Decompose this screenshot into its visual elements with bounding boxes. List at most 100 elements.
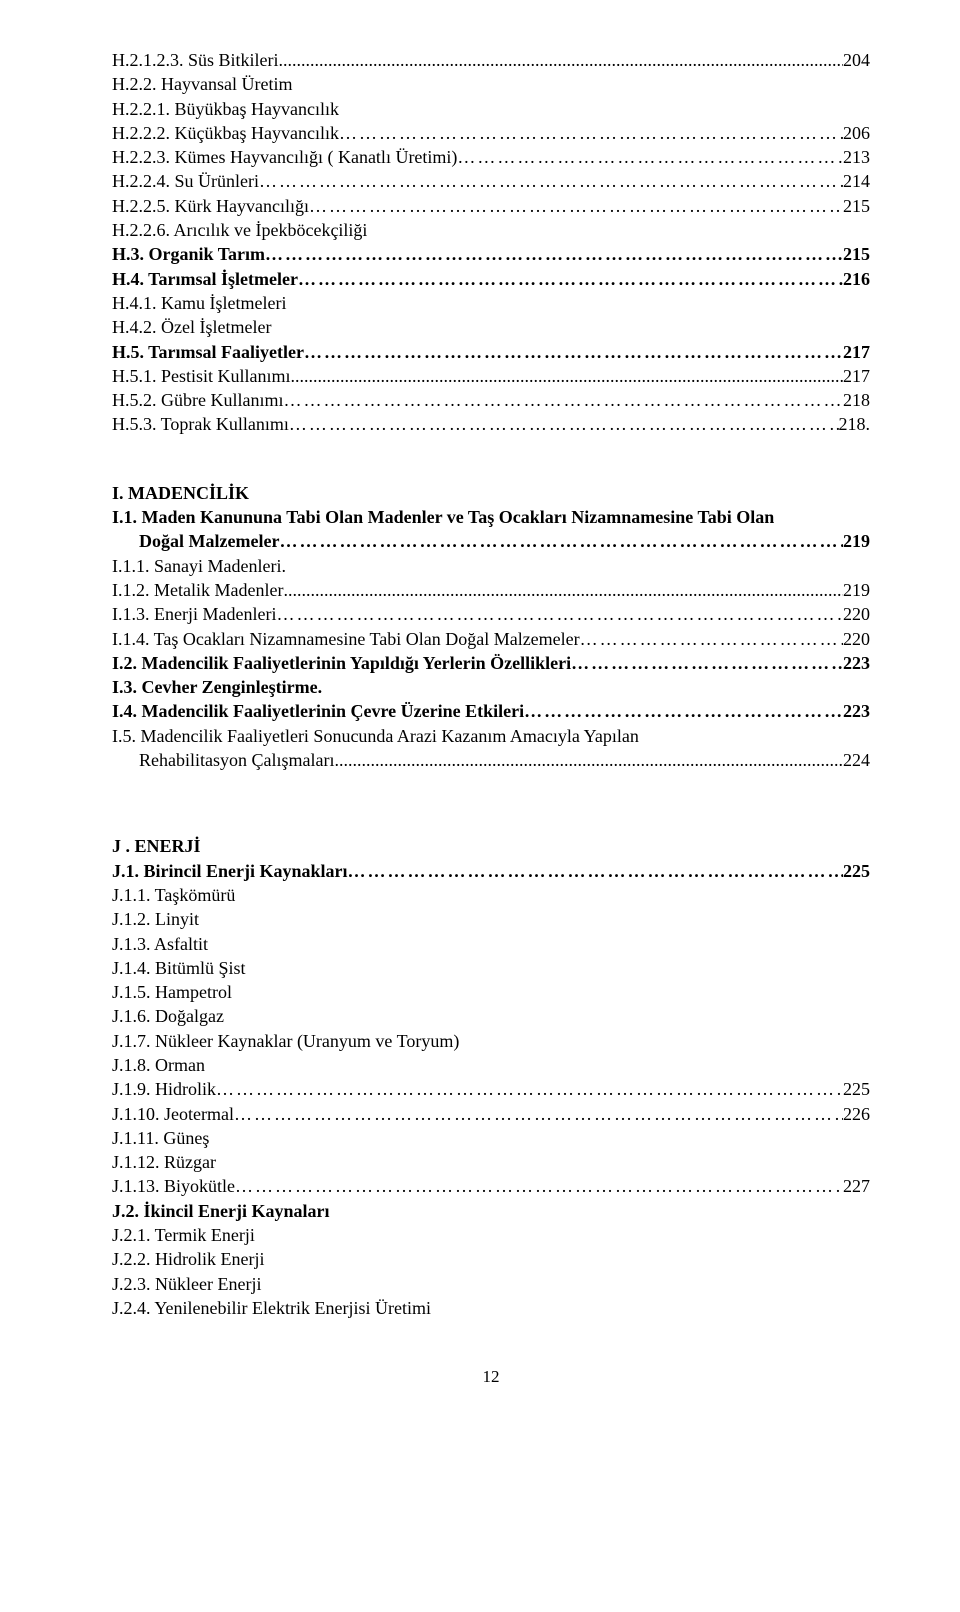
toc-label: H.5.3. Toprak Kullanımı bbox=[112, 412, 289, 436]
toc-leader bbox=[298, 267, 843, 291]
toc-label: H.5. Tarımsal Faaliyetler bbox=[112, 340, 304, 364]
toc-leader bbox=[279, 529, 843, 553]
toc-entry: I. MADENCİLİK bbox=[112, 481, 870, 505]
toc-leader bbox=[348, 859, 843, 883]
toc-label: J.1.10. Jeotermal bbox=[112, 1102, 234, 1126]
toc-body: H.2.1.2.3. Süs Bitkileri 204H.2.2. Hayvan… bbox=[112, 48, 870, 1320]
toc-leader bbox=[334, 748, 843, 772]
toc-page: 223 bbox=[843, 699, 870, 723]
toc-leader bbox=[580, 627, 843, 651]
toc-leader bbox=[276, 602, 843, 626]
toc-entry: J.1.7. Nükleer Kaynaklar (Uranyum ve Tor… bbox=[112, 1029, 870, 1053]
toc-leader bbox=[235, 1174, 843, 1198]
toc-label: I.2. Madencilik Faaliyetlerinin Yapıldığ… bbox=[112, 651, 571, 675]
toc-page: 217 bbox=[843, 340, 870, 364]
toc-leader bbox=[289, 412, 839, 436]
toc-entry: J.2. İkincil Enerji Kaynaları bbox=[112, 1199, 870, 1223]
toc-entry: I.1.4. Taş Ocakları Nizamnamesine Tabi O… bbox=[112, 627, 870, 651]
toc-page: 224 bbox=[843, 748, 870, 772]
toc-leader bbox=[309, 194, 843, 218]
toc-entry: H.2.2.3. Kümes Hayvancılığı ( Kanatlı Ür… bbox=[112, 145, 870, 169]
toc-entry: H.2.2.1. Büyükbaş Hayvancılık bbox=[112, 97, 870, 121]
toc-leader bbox=[265, 242, 843, 266]
toc-entry: J.2.3. Nükleer Enerji bbox=[112, 1272, 870, 1296]
toc-page: 225 bbox=[843, 859, 870, 883]
toc-entry: Rehabilitasyon Çalışmaları 224 bbox=[112, 748, 870, 772]
toc-page: 223 bbox=[843, 651, 870, 675]
toc-label: H.2.2.2. Küçükbaş Hayvancılık bbox=[112, 121, 339, 145]
toc-entry: H.5. Tarımsal Faaliyetler 217 bbox=[112, 340, 870, 364]
toc-entry: H.2.2.2. Küçükbaş Hayvancılık 206 bbox=[112, 121, 870, 145]
toc-label: H.2.2.5. Kürk Hayvancılığı bbox=[112, 194, 309, 218]
toc-leader bbox=[291, 364, 843, 388]
toc-page: 218 bbox=[843, 388, 870, 412]
section-gap bbox=[112, 772, 870, 834]
toc-entry: J.1.13. Biyokütle 227 bbox=[112, 1174, 870, 1198]
toc-entry: J.2.4. Yenilenebilir Elektrik Enerjisi Ü… bbox=[112, 1296, 870, 1320]
toc-page: 225 bbox=[843, 1077, 870, 1101]
toc-entry: J.1.9. Hidrolik225 bbox=[112, 1077, 870, 1101]
toc-entry: H.5.2. Gübre Kullanımı 218 bbox=[112, 388, 870, 412]
toc-page: 227 bbox=[843, 1174, 870, 1198]
toc-page: 215 bbox=[843, 242, 870, 266]
toc-leader bbox=[457, 145, 843, 169]
toc-leader bbox=[339, 121, 843, 145]
toc-page: 204 bbox=[843, 48, 870, 72]
toc-leader bbox=[216, 1077, 843, 1101]
toc-label: I.1.3. Enerji Madenleri bbox=[112, 602, 276, 626]
toc-entry: J.1.5. Hampetrol bbox=[112, 980, 870, 1004]
toc-entry: H.5.3. Toprak Kullanımı 218. bbox=[112, 412, 870, 436]
toc-page: 219 bbox=[843, 529, 870, 553]
toc-entry: J.2.2. Hidrolik Enerji bbox=[112, 1247, 870, 1271]
toc-label: Doğal Malzemeler bbox=[112, 529, 279, 553]
toc-label: I.1.4. Taş Ocakları Nizamnamesine Tabi O… bbox=[112, 627, 580, 651]
toc-entry: I.1. Maden Kanununa Tabi Olan Madenler v… bbox=[112, 505, 870, 529]
toc-entry: H.2.1.2.3. Süs Bitkileri 204 bbox=[112, 48, 870, 72]
toc-page: 216 bbox=[843, 267, 870, 291]
toc-label: H.5.1. Pestisit Kullanımı bbox=[112, 364, 291, 388]
toc-label: H.4. Tarımsal İşletmeler bbox=[112, 267, 298, 291]
toc-page: 206 bbox=[843, 121, 870, 145]
toc-entry: J.1. Birincil Enerji Kaynakları 225 bbox=[112, 859, 870, 883]
toc-entry: J . ENERJİ bbox=[112, 834, 870, 858]
toc-label: H.5.2. Gübre Kullanımı bbox=[112, 388, 283, 412]
toc-entry: Doğal Malzemeler 219 bbox=[112, 529, 870, 553]
toc-entry: H.2.2. Hayvansal Üretim bbox=[112, 72, 870, 96]
toc-label: J.1. Birincil Enerji Kaynakları bbox=[112, 859, 348, 883]
toc-entry: J.1.1. Taşkömürü bbox=[112, 883, 870, 907]
toc-page: 217 bbox=[843, 364, 870, 388]
toc-leader bbox=[283, 578, 843, 602]
toc-page: 213 bbox=[843, 145, 870, 169]
toc-leader bbox=[304, 340, 843, 364]
toc-page: 220 bbox=[843, 602, 870, 626]
toc-page: 226 bbox=[843, 1102, 870, 1126]
toc-entry: J.1.2. Linyit bbox=[112, 907, 870, 931]
toc-entry: H.2.2.4. Su Ürünleri214 bbox=[112, 169, 870, 193]
toc-entry: I.1.2. Metalik Madenler219 bbox=[112, 578, 870, 602]
toc-entry: J.1.11. Güneş bbox=[112, 1126, 870, 1150]
toc-label: J.1.13. Biyokütle bbox=[112, 1174, 235, 1198]
page-footer: 12 bbox=[112, 1366, 870, 1389]
toc-entry: H.2.2.6. Arıcılık ve İpekböcekçiliği bbox=[112, 218, 870, 242]
toc-entry: I.1.3. Enerji Madenleri 220 bbox=[112, 602, 870, 626]
toc-entry: H.3. Organik Tarım215 bbox=[112, 242, 870, 266]
toc-leader bbox=[524, 699, 843, 723]
toc-entry: J.1.8. Orman bbox=[112, 1053, 870, 1077]
toc-entry: J.1.3. Asfaltit bbox=[112, 932, 870, 956]
toc-leader bbox=[279, 48, 843, 72]
toc-entry: H.4.2. Özel İşletmeler bbox=[112, 315, 870, 339]
toc-page: 215 bbox=[843, 194, 870, 218]
toc-page: 218. bbox=[839, 412, 871, 436]
section-gap bbox=[112, 437, 870, 481]
toc-label: I.4. Madencilik Faaliyetlerinin Çevre Üz… bbox=[112, 699, 524, 723]
toc-entry: H.5.1. Pestisit Kullanımı 217 bbox=[112, 364, 870, 388]
toc-label: Rehabilitasyon Çalışmaları bbox=[112, 748, 334, 772]
toc-leader bbox=[283, 388, 843, 412]
toc-page: 220 bbox=[843, 627, 870, 651]
toc-entry: J.1.6. Doğalgaz bbox=[112, 1004, 870, 1028]
toc-entry: H.2.2.5. Kürk Hayvancılığı 215 bbox=[112, 194, 870, 218]
toc-label: I.1.2. Metalik Madenler bbox=[112, 578, 283, 602]
toc-leader bbox=[571, 651, 843, 675]
toc-label: H.2.1.2.3. Süs Bitkileri bbox=[112, 48, 279, 72]
toc-label: H.2.2.4. Su Ürünleri bbox=[112, 169, 259, 193]
